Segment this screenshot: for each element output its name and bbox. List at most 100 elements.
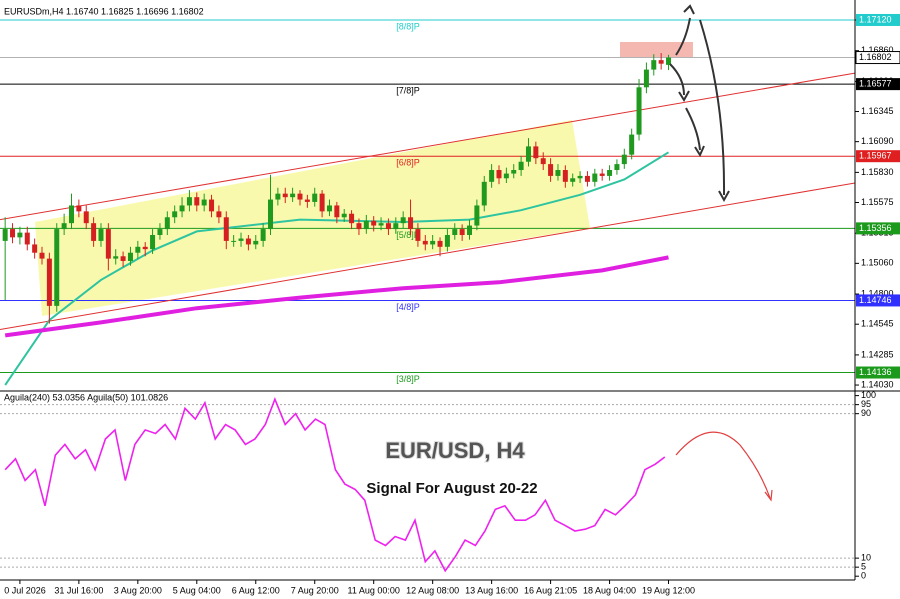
- level-label: [6/8]P: [396, 158, 420, 168]
- candle-body: [113, 256, 119, 259]
- candle-body: [61, 223, 67, 230]
- candle-body: [179, 205, 185, 212]
- resistance-zone: [620, 42, 693, 57]
- candle-body: [584, 175, 590, 182]
- candle-body: [378, 223, 384, 226]
- candle-body: [17, 232, 23, 238]
- arrow-head: [678, 90, 690, 102]
- y-tick-label: 1.15575: [861, 197, 894, 207]
- price-tag: [855, 51, 900, 65]
- price-tag-label: 1.14136: [859, 367, 892, 377]
- x-tick-label: 11 Aug 00:00: [347, 585, 399, 595]
- candle-body: [39, 252, 45, 259]
- level-label: [3/8]P: [396, 374, 420, 384]
- candle-body: [658, 60, 664, 64]
- candle-body: [430, 240, 436, 245]
- candle-body: [408, 217, 414, 230]
- arrow: [699, 19, 726, 196]
- level-label: [8/8]P: [396, 21, 420, 31]
- candle-body: [548, 164, 554, 176]
- y-tick-label: 1.14800: [861, 288, 894, 298]
- candle-body: [209, 199, 215, 212]
- candle-body: [643, 69, 649, 88]
- price-tag: [856, 78, 900, 91]
- candle-body: [599, 173, 605, 176]
- candle-body: [614, 164, 620, 171]
- candle-body: [297, 193, 303, 200]
- candle-body: [10, 229, 16, 238]
- candle-body: [245, 238, 251, 245]
- candle-body: [2, 229, 8, 241]
- candle-body: [481, 181, 487, 206]
- candle-body: [459, 229, 465, 235]
- x-tick-label: 18 Aug 04:00: [583, 585, 636, 595]
- chart-annotation: EUR/USD, H4: [385, 438, 525, 463]
- indicator-forecast-head: [764, 489, 773, 502]
- channel-line: [0, 72, 856, 221]
- candle-body: [223, 217, 229, 241]
- candle-body: [304, 199, 310, 202]
- price-tag-label: 1.17120: [859, 14, 892, 24]
- candle-body: [319, 193, 325, 212]
- layers: 1.171201.168601.166001.163451.160901.158…: [0, 13, 900, 595]
- level-label: [4/8]P: [396, 302, 420, 312]
- candle-body: [393, 223, 399, 230]
- price-tag: [856, 150, 900, 163]
- candle-body: [54, 229, 60, 306]
- candle-body: [186, 197, 192, 206]
- candle-body: [105, 229, 111, 259]
- price-tag-label: 1.16802: [859, 52, 892, 62]
- candle-body: [540, 158, 546, 165]
- candle-body: [290, 193, 296, 198]
- price-tag: [856, 222, 900, 235]
- candle-body: [282, 193, 288, 198]
- candle-body: [238, 238, 244, 241]
- arrow: [685, 107, 701, 151]
- price-tag-label: 1.15356: [859, 223, 892, 233]
- candle-body: [525, 146, 531, 162]
- indicator-tick-label: 90: [861, 408, 871, 418]
- candle-body: [334, 205, 340, 218]
- candle-body: [629, 134, 635, 155]
- x-tick-label: 16 Aug 21:05: [524, 585, 577, 595]
- candle-body: [489, 170, 495, 182]
- candle-body: [356, 223, 362, 230]
- candle-body: [555, 170, 561, 176]
- candle-body: [157, 229, 163, 235]
- y-tick-label: 1.14545: [861, 319, 894, 329]
- candle-body: [503, 173, 509, 179]
- x-tick-label: 31 Jul 16:00: [54, 585, 103, 595]
- candle-body: [562, 170, 568, 182]
- x-tick-label: 0 Jul 2026: [4, 585, 46, 595]
- price-tag: [856, 366, 900, 379]
- x-tick-label: 12 Aug 08:00: [406, 585, 459, 595]
- candle-body: [164, 217, 170, 230]
- channel-highlight: [35, 120, 590, 316]
- candle-body: [127, 252, 133, 261]
- candle-body: [260, 229, 266, 241]
- price-tag-label: 1.15967: [859, 151, 892, 161]
- candle-body: [415, 229, 421, 241]
- y-tick-label: 1.14030: [861, 379, 894, 389]
- candle-body: [651, 60, 657, 70]
- arrow: [669, 63, 685, 96]
- x-tick-label: 3 Aug 20:00: [114, 585, 162, 595]
- x-tick-label: 19 Aug 12:00: [642, 585, 695, 595]
- price-tag-label: 1.16577: [859, 78, 892, 88]
- y-tick-label: 1.16090: [861, 136, 894, 146]
- candle-body: [452, 229, 458, 235]
- candle-body: [511, 170, 517, 174]
- level-label: [7/8]P: [396, 85, 420, 95]
- x-tick-label: 7 Aug 20:00: [291, 585, 339, 595]
- arrow-head: [694, 145, 705, 158]
- y-tick-label: 1.16860: [861, 45, 894, 55]
- indicator-tick-label: 100: [861, 390, 876, 400]
- symbol-header: EURUSDm,H4 1.16740 1.16825 1.16696 1.168…: [4, 6, 204, 16]
- candle-body: [400, 217, 406, 224]
- candle-body: [474, 205, 480, 226]
- candle-body: [253, 240, 259, 245]
- indicator-tick-label: 95: [861, 399, 871, 409]
- candle-body: [135, 246, 141, 253]
- candle-body: [592, 173, 598, 182]
- candle-body: [231, 240, 237, 242]
